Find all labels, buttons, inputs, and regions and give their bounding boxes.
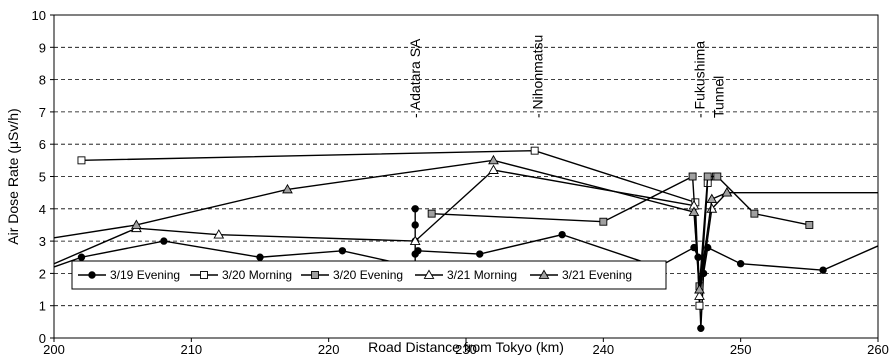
- y-tick-label: 0: [39, 331, 46, 346]
- data-point: [688, 172, 697, 181]
- legend-label: 3/20 Morning: [222, 268, 292, 282]
- data-point: [256, 253, 264, 261]
- data-point: [282, 183, 293, 194]
- data-point: [411, 205, 419, 213]
- data-point: [599, 217, 608, 226]
- annotation-label: - Adatara SA: [407, 38, 423, 118]
- data-point: [131, 219, 142, 229]
- data-point: [736, 260, 745, 268]
- x-tick-label: 230: [455, 342, 477, 355]
- legend-label: 3/20 Evening: [333, 268, 403, 282]
- y-tick-label: 1: [39, 299, 46, 314]
- legend-marker: [200, 271, 208, 279]
- legend-label: 3/21 Morning: [447, 268, 517, 282]
- legend-box: [71, 260, 667, 290]
- y-tick-label: 4: [39, 202, 46, 217]
- axis-ticks: 0 1 2 3 4 5 6 7 8 9 10 200 210 220 230 240 250 260: [32, 8, 889, 355]
- x-tick-label: 220: [318, 342, 340, 355]
- x-tick-label: 250: [730, 342, 752, 355]
- data-point: [160, 237, 168, 245]
- series-line: [53, 159, 728, 290]
- x-tick-label: 240: [592, 342, 614, 355]
- data-point: [695, 301, 704, 310]
- series-group: [53, 154, 733, 294]
- series-line: [53, 169, 878, 297]
- data-point: [409, 235, 421, 246]
- y-tick-label: 6: [39, 137, 46, 152]
- data-point: [530, 146, 539, 155]
- data-point: [338, 247, 347, 255]
- data-point: [706, 203, 718, 213]
- data-point: [411, 221, 419, 229]
- x-axis-title: Road Distance from Tokyo (km): [368, 339, 564, 355]
- annotation-label: Tunnel: [711, 76, 727, 118]
- legend: 3/19 Evening 3/20 Morning 3/20 Evening 3/21…: [71, 260, 667, 290]
- legend-marker: [538, 269, 550, 279]
- data-point: [750, 209, 759, 218]
- legend-label: 3/21 Evening: [562, 268, 632, 282]
- series-group: [427, 172, 814, 291]
- annotation-label: - Nihonmatsu: [529, 35, 545, 118]
- legend-marker: [423, 269, 435, 279]
- data-point: [721, 187, 733, 197]
- data-point: [694, 290, 705, 300]
- data-point: [694, 284, 705, 294]
- series-lines: [53, 146, 879, 333]
- data-point: [706, 193, 718, 204]
- data-point: [427, 209, 436, 218]
- y-axis-title: Air Dose Rate (μSv/h): [5, 108, 21, 244]
- legend-marker: [311, 271, 319, 279]
- data-point: [697, 324, 705, 333]
- data-point: [77, 156, 86, 165]
- y-tick-label: 2: [39, 266, 46, 281]
- annotation-label: - Fukushima: [691, 41, 707, 118]
- annotations: - Adatara SA - Nihonmatsu - Fukushima Tunne…: [407, 35, 727, 118]
- grid-lines: [54, 46, 878, 307]
- data-point: [488, 164, 499, 174]
- legend-label: 3/19 Evening: [110, 268, 180, 282]
- data-point: [805, 220, 814, 229]
- series-line: [431, 175, 810, 287]
- y-tick-label: 3: [39, 234, 46, 249]
- data-point: [213, 229, 225, 239]
- data-point: [414, 247, 422, 255]
- y-tick-label: 5: [39, 170, 46, 185]
- data-point: [688, 206, 700, 216]
- x-tick-label: 200: [43, 342, 65, 355]
- x-tick-label: 260: [867, 342, 889, 355]
- data-point: [819, 266, 827, 274]
- data-point: [488, 154, 499, 165]
- data-point: [476, 250, 484, 258]
- legend-marker: [88, 271, 96, 279]
- y-tick-label: 10: [32, 8, 46, 23]
- series-line: [53, 208, 879, 329]
- data-point: [77, 253, 86, 261]
- y-tick-label: 9: [39, 40, 46, 55]
- y-tick-label: 8: [39, 73, 46, 88]
- data-point: [558, 230, 566, 239]
- y-tick-label: 7: [39, 105, 46, 120]
- data-point: [703, 172, 712, 181]
- x-tick-label: 210: [180, 342, 202, 355]
- data-point: [713, 172, 722, 181]
